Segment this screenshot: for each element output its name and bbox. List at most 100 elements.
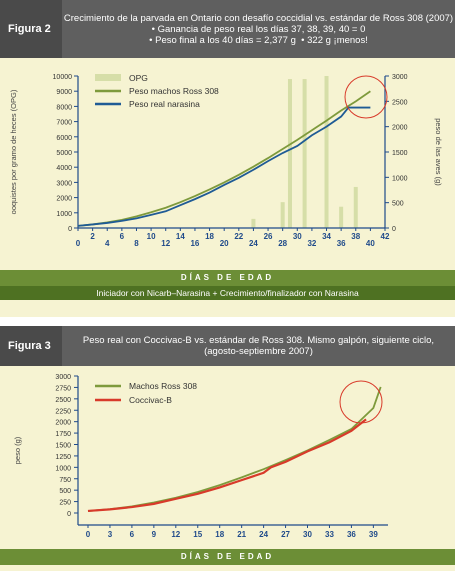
opg-bar-0 <box>251 218 256 228</box>
x-tick-label-28: 28 <box>278 239 287 248</box>
y-axis-title: peso (g) <box>13 436 22 464</box>
x-tick-label-22: 22 <box>234 232 243 241</box>
x-tick-label-16: 16 <box>190 239 199 248</box>
x-tick-label-9: 9 <box>152 530 157 539</box>
figure-3-title-line-1: Peso real con Coccivac-B vs. estándar de… <box>82 335 435 346</box>
x-tick-label-18: 18 <box>205 232 214 241</box>
legend-label-opg: OPG <box>129 73 148 83</box>
x-tick-label-36: 36 <box>347 530 356 539</box>
figure-3-xlabel: DÍAS DE EDAD <box>180 552 275 561</box>
series-line-ross-308 <box>87 386 382 512</box>
x-tick-label-3: 3 <box>108 530 113 539</box>
x-tick-label-40: 40 <box>366 239 375 248</box>
figure-3-header: Figura 3 Peso real con Coccivac-B vs. es… <box>0 326 455 366</box>
y-tick-label-4000: 4000 <box>56 165 72 172</box>
figure-2-bullet-1: • Ganancia de peso real los días 37, 38,… <box>151 23 366 35</box>
x-tick-label-24: 24 <box>249 239 258 248</box>
legend-label-coccivac: Coccivac-B <box>129 395 172 405</box>
y-tick-label-0: 0 <box>67 511 71 518</box>
x-tick-label-39: 39 <box>369 530 378 539</box>
figure-2-title-block: Crecimiento de la parvada en Ontario con… <box>62 0 455 58</box>
x-tick-label-2: 2 <box>90 232 95 241</box>
x-tick-label-33: 33 <box>325 530 334 539</box>
y-tick-label-6000: 6000 <box>56 135 72 142</box>
y-tick-label-1000: 1000 <box>56 211 72 218</box>
x-tick-label-12: 12 <box>171 530 180 539</box>
figure-3-title-line-2: (agosto-septiembre 2007) <box>204 346 313 357</box>
x-tick-label-36: 36 <box>337 239 346 248</box>
y2-tick-label-3000: 3000 <box>392 74 408 81</box>
y-tick-label-2000: 2000 <box>56 196 72 203</box>
figure-2-footer: Iniciador con Nicarb–Narasina + Crecimie… <box>0 286 455 300</box>
opg-bar-6 <box>353 186 358 228</box>
x-tick-label-15: 15 <box>193 530 202 539</box>
y-tick-label-1500: 1500 <box>55 443 71 450</box>
legend-label-ross: Peso machos Ross 308 <box>129 86 219 96</box>
y-axis-title: ooquistes por gramo de heces (OPG) <box>9 89 18 214</box>
x-tick-label-26: 26 <box>264 232 273 241</box>
y-tick-label-750: 750 <box>59 477 71 484</box>
y-tick-label-250: 250 <box>59 500 71 507</box>
x-tick-label-34: 34 <box>322 232 331 241</box>
y-tick-label-9000: 9000 <box>56 89 72 96</box>
y-tick-label-2000: 2000 <box>55 420 71 427</box>
x-tick-label-32: 32 <box>307 239 316 248</box>
y2-tick-label-1500: 1500 <box>392 150 408 157</box>
y2-tick-label-2000: 2000 <box>392 125 408 132</box>
figure-2-xaxis-bar: DÍAS DE EDAD <box>0 270 455 286</box>
figure-2-title: Crecimiento de la parvada en Ontario con… <box>63 12 454 24</box>
opg-bar-4 <box>324 76 329 228</box>
opg-bar-2 <box>287 79 292 228</box>
series-line-peso-real <box>77 106 371 227</box>
x-tick-label-6: 6 <box>120 232 125 241</box>
x-tick-label-6: 6 <box>130 530 135 539</box>
y-tick-label-0: 0 <box>68 226 72 233</box>
x-tick-label-10: 10 <box>147 232 156 241</box>
y2-tick-label-500: 500 <box>392 201 404 208</box>
x-tick-label-8: 8 <box>134 239 139 248</box>
y2-tick-label-2500: 2500 <box>392 99 408 106</box>
x-tick-label-14: 14 <box>176 232 185 241</box>
figure-2-chart: 0100020003000400050006000700080009000100… <box>9 73 443 248</box>
y-tick-label-1750: 1750 <box>55 431 71 438</box>
figure-3-panel <box>0 326 455 571</box>
y-tick-label-10000: 10000 <box>53 74 73 81</box>
y-tick-label-7000: 7000 <box>56 120 72 127</box>
legend-swatch-opg <box>95 74 121 81</box>
y-tick-label-8000: 8000 <box>56 104 72 111</box>
y-tick-label-5000: 5000 <box>56 150 72 157</box>
y-tick-label-1000: 1000 <box>55 465 71 472</box>
x-tick-label-0: 0 <box>76 239 81 248</box>
figure-2-bullet-2: • Peso final a los 40 días = 2,377 g • 3… <box>149 34 368 46</box>
figure-3-title-block: Peso real con Coccivac-B vs. estándar de… <box>62 326 455 366</box>
opg-bar-5 <box>339 206 344 228</box>
highlight-circle <box>344 75 388 119</box>
x-tick-label-0: 0 <box>86 530 91 539</box>
legend-label-real: Peso real narasina <box>129 99 200 109</box>
figure-3-xaxis-bar: DÍAS DE EDAD <box>0 549 455 565</box>
y-tick-label-3000: 3000 <box>55 374 71 381</box>
figure-2-label: Figura 2 <box>0 0 62 58</box>
opg-bar-3 <box>302 79 307 228</box>
y2-tick-label-1000: 1000 <box>392 175 408 182</box>
y-tick-label-500: 500 <box>59 488 71 495</box>
y-tick-label-2500: 2500 <box>55 397 71 404</box>
y2-axis-title: peso de las aves (g) <box>434 118 443 186</box>
y-tick-label-3000: 3000 <box>56 180 72 187</box>
figure-3-label: Figura 3 <box>0 326 62 366</box>
y-tick-label-1250: 1250 <box>55 454 71 461</box>
x-tick-label-21: 21 <box>237 530 246 539</box>
x-tick-label-30: 30 <box>293 232 302 241</box>
x-tick-label-30: 30 <box>303 530 312 539</box>
legend-label-ross: Machos Ross 308 <box>129 381 197 391</box>
x-tick-label-42: 42 <box>381 232 390 241</box>
x-tick-label-38: 38 <box>351 232 360 241</box>
x-tick-label-27: 27 <box>281 530 290 539</box>
x-tick-label-24: 24 <box>259 530 268 539</box>
x-tick-label-12: 12 <box>161 239 170 248</box>
y-tick-label-2250: 2250 <box>55 408 71 415</box>
x-tick-label-18: 18 <box>215 530 224 539</box>
highlight-circle <box>339 380 383 424</box>
figure-3-chart: 0 250 500 750 1000 1250 1500 1750 2000 2250 2500 27… <box>13 374 388 539</box>
opg-bar-1 <box>280 202 285 228</box>
